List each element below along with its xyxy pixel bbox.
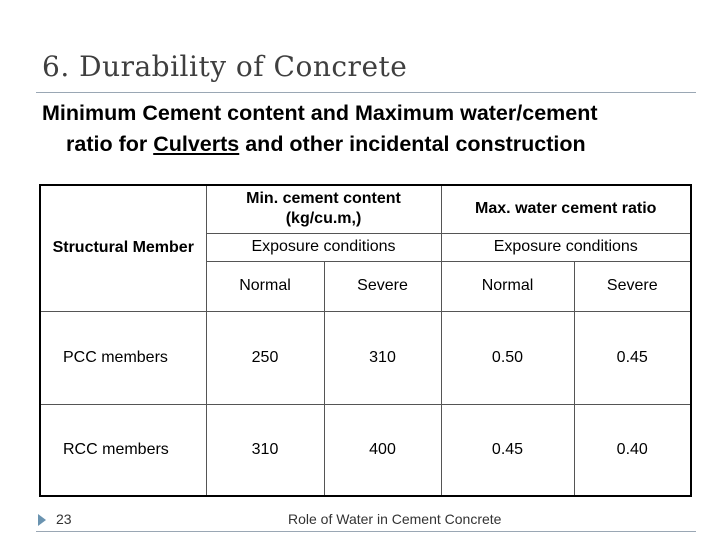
- table-row: PCC members 250 310 0.50 0.45: [39, 310, 692, 405]
- table-cell: 400: [323, 403, 442, 497]
- structural-member-header: Structural Member: [39, 184, 207, 312]
- slide-subtitle: Minimum Cement content and Maximum water…: [42, 98, 682, 160]
- title-divider: [36, 92, 696, 93]
- table-cell: 0.50: [440, 310, 575, 405]
- table-cell: 250: [205, 310, 325, 405]
- subtitle-line-2-suffix: and other incidental construction: [239, 132, 586, 156]
- table-cell: 310: [323, 310, 442, 405]
- exposure-conditions-cement: Exposure conditions: [205, 232, 442, 262]
- footer-text: Role of Water in Cement Concrete: [288, 511, 502, 527]
- table-cell: 0.45: [573, 310, 692, 405]
- slide-title: 6. Durability of Concrete: [42, 50, 408, 83]
- durability-table: Structural Member Min. cement content (k…: [39, 184, 692, 497]
- row-member-label: RCC members: [39, 403, 207, 497]
- sub-header-normal-cement: Normal: [205, 260, 325, 312]
- footer-divider: [36, 531, 696, 532]
- min-cement-content-header: Min. cement content (kg/cu.m,): [205, 184, 442, 234]
- table-row: RCC members 310 400 0.45 0.40: [39, 403, 692, 497]
- sub-header-severe-ratio: Severe: [573, 260, 692, 312]
- footer-arrow-icon: [38, 514, 46, 526]
- subtitle-line-1: Minimum Cement content and Maximum water…: [42, 101, 598, 125]
- sub-header-normal-ratio: Normal: [440, 260, 575, 312]
- sub-header-severe-cement: Severe: [323, 260, 442, 312]
- max-water-cement-ratio-header: Max. water cement ratio: [440, 184, 692, 234]
- row-member-label: PCC members: [39, 310, 207, 405]
- slide-number: 23: [56, 511, 72, 527]
- subtitle-line-2: ratio for Culverts and other incidental …: [42, 129, 682, 160]
- subtitle-culverts-underlined: Culverts: [153, 132, 240, 156]
- subtitle-line-2-prefix: ratio for: [66, 132, 154, 156]
- table-cell: 0.40: [573, 403, 692, 497]
- exposure-conditions-ratio: Exposure conditions: [440, 232, 692, 262]
- table-cell: 0.45: [440, 403, 575, 497]
- table-cell: 310: [205, 403, 325, 497]
